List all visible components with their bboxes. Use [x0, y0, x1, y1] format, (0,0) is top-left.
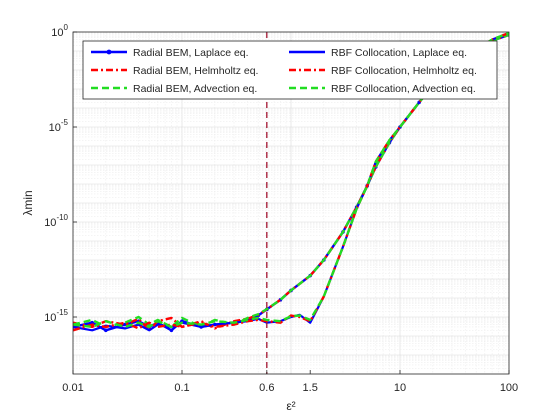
legend-label-4: RBF Collocation, Laplace eq. [331, 47, 467, 59]
legend-label-2: Radial BEM, Helmholtz eq. [133, 65, 258, 77]
plot-frame [72, 31, 510, 375]
y-tick-label: 100 [51, 23, 68, 39]
legend-label-3: Radial BEM, Advection eq. [133, 83, 257, 95]
series-line-6 [73, 32, 509, 329]
x-tick-label: 100 [500, 382, 518, 394]
legend-marker-1 [106, 49, 112, 55]
ticks [72, 31, 510, 374]
y-tick-labels: 100 10-5 10-10 10-15 [44, 23, 68, 324]
x-tick-label: 10 [394, 382, 406, 394]
series-marker-1 [104, 328, 108, 333]
x-tick-label: 0.6 [259, 382, 274, 394]
legend-label-1: Radial BEM, Laplace eq. [133, 47, 249, 59]
y-tick-label: 10-10 [44, 213, 68, 229]
x-tick-label: 0.1 [174, 382, 189, 394]
x-axis-label: ε² [286, 399, 295, 413]
legend-label-5: RBF Collocation, Helmholtz eq. [331, 65, 477, 77]
series-marker-1 [169, 328, 174, 333]
y-axis-label: λmin [21, 190, 35, 215]
series-layer [73, 32, 509, 333]
y-tick-label: 10-15 [44, 308, 68, 324]
y-tick-label: 10-5 [49, 118, 69, 134]
x-tick-label: 1.5 [303, 382, 318, 394]
legend: Radial BEM, Laplace eq. Radial BEM, Helmh… [82, 40, 498, 100]
x-tick-label: 0.01 [62, 382, 83, 394]
x-tick-labels: 0.01 0.1 0.6 1.5 10 100 [62, 382, 518, 394]
legend-label-6: RBF Collocation, Advection eq. [331, 83, 476, 95]
